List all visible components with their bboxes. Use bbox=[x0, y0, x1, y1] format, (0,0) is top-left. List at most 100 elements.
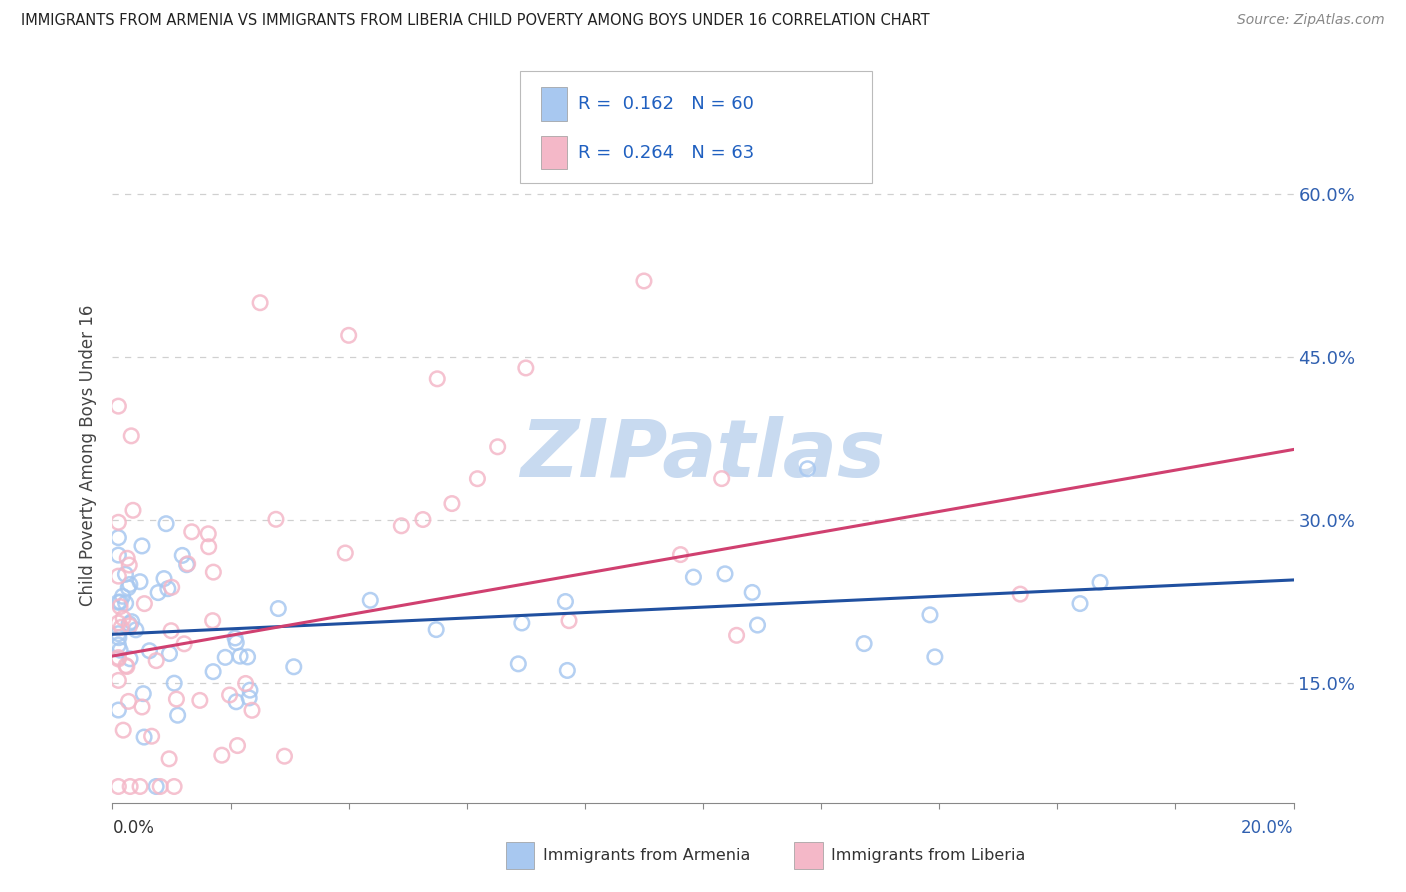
Point bbox=[118, 616, 141, 631]
Point bbox=[112, 723, 135, 738]
Point bbox=[120, 429, 142, 443]
Point bbox=[115, 658, 138, 673]
Point bbox=[240, 703, 263, 717]
Point bbox=[264, 512, 287, 526]
Point bbox=[107, 652, 129, 666]
Point bbox=[197, 540, 219, 554]
Point bbox=[111, 589, 134, 603]
Point bbox=[180, 524, 202, 539]
Point bbox=[359, 593, 381, 607]
Point bbox=[110, 595, 132, 609]
Point bbox=[273, 749, 295, 764]
Point bbox=[682, 570, 704, 584]
Point bbox=[108, 599, 131, 614]
Point bbox=[197, 526, 219, 541]
Point bbox=[425, 623, 447, 637]
Point bbox=[117, 694, 139, 708]
Point bbox=[155, 516, 177, 531]
Point bbox=[558, 614, 581, 628]
Point bbox=[225, 695, 247, 709]
Point bbox=[107, 595, 129, 609]
Point bbox=[214, 650, 236, 665]
Point bbox=[131, 700, 153, 714]
Point bbox=[924, 649, 946, 664]
Point bbox=[172, 549, 194, 563]
Point bbox=[159, 647, 181, 661]
Point bbox=[796, 462, 818, 476]
Point bbox=[389, 518, 412, 533]
Text: Immigrants from Armenia: Immigrants from Armenia bbox=[543, 848, 749, 863]
Point bbox=[918, 607, 941, 622]
Point bbox=[156, 582, 179, 596]
Point bbox=[554, 594, 576, 608]
Point bbox=[107, 650, 129, 665]
Text: 0.0%: 0.0% bbox=[112, 819, 155, 837]
Point bbox=[853, 637, 876, 651]
Point bbox=[236, 649, 259, 664]
Point bbox=[160, 624, 183, 638]
Point bbox=[412, 512, 434, 526]
Point bbox=[118, 619, 141, 633]
Point bbox=[138, 644, 160, 658]
Point bbox=[107, 399, 129, 413]
Point bbox=[110, 620, 132, 634]
Point bbox=[107, 626, 129, 640]
Point bbox=[107, 516, 129, 530]
Point bbox=[202, 565, 225, 579]
Point bbox=[426, 372, 449, 386]
Point bbox=[120, 780, 142, 794]
Point bbox=[201, 614, 224, 628]
Point bbox=[157, 752, 180, 766]
Point bbox=[107, 703, 129, 717]
Point bbox=[557, 664, 579, 678]
Point bbox=[1010, 587, 1032, 601]
Point bbox=[107, 531, 129, 545]
Point bbox=[134, 597, 156, 611]
Point bbox=[107, 638, 129, 652]
Point bbox=[165, 692, 187, 706]
Point bbox=[108, 643, 131, 657]
Point bbox=[1069, 597, 1091, 611]
Point bbox=[145, 654, 167, 668]
Point bbox=[114, 596, 136, 610]
Point bbox=[121, 615, 143, 629]
Point bbox=[1088, 575, 1111, 590]
Point bbox=[229, 649, 252, 664]
Point bbox=[188, 693, 211, 707]
Point bbox=[335, 546, 357, 560]
Point bbox=[107, 673, 129, 688]
Point bbox=[224, 631, 246, 645]
Text: Immigrants from Liberia: Immigrants from Liberia bbox=[831, 848, 1025, 863]
Point bbox=[226, 739, 249, 753]
Point bbox=[283, 660, 305, 674]
Point bbox=[132, 687, 155, 701]
Point bbox=[238, 690, 260, 705]
Point bbox=[515, 361, 537, 376]
Point bbox=[440, 497, 463, 511]
Point bbox=[239, 683, 262, 698]
Point bbox=[129, 574, 152, 589]
Point bbox=[107, 780, 129, 794]
Point bbox=[741, 585, 763, 599]
Point bbox=[118, 652, 141, 666]
Point bbox=[107, 548, 129, 562]
Point bbox=[163, 676, 186, 690]
Text: IMMIGRANTS FROM ARMENIA VS IMMIGRANTS FROM LIBERIA CHILD POVERTY AMONG BOYS UNDE: IMMIGRANTS FROM ARMENIA VS IMMIGRANTS FR… bbox=[21, 13, 929, 29]
Point bbox=[108, 631, 131, 645]
Point bbox=[160, 580, 183, 594]
Point bbox=[510, 615, 533, 630]
Point bbox=[131, 539, 153, 553]
Point bbox=[225, 635, 247, 649]
Point bbox=[107, 615, 129, 630]
Point bbox=[211, 748, 233, 763]
Point bbox=[146, 585, 169, 599]
Point bbox=[153, 572, 176, 586]
Point bbox=[145, 780, 167, 794]
Point bbox=[163, 780, 186, 794]
Text: R =  0.162   N = 60: R = 0.162 N = 60 bbox=[578, 95, 754, 113]
Point bbox=[132, 730, 155, 744]
Point bbox=[486, 440, 509, 454]
Point bbox=[117, 581, 139, 595]
Point bbox=[118, 558, 141, 572]
Text: ZIPatlas: ZIPatlas bbox=[520, 416, 886, 494]
